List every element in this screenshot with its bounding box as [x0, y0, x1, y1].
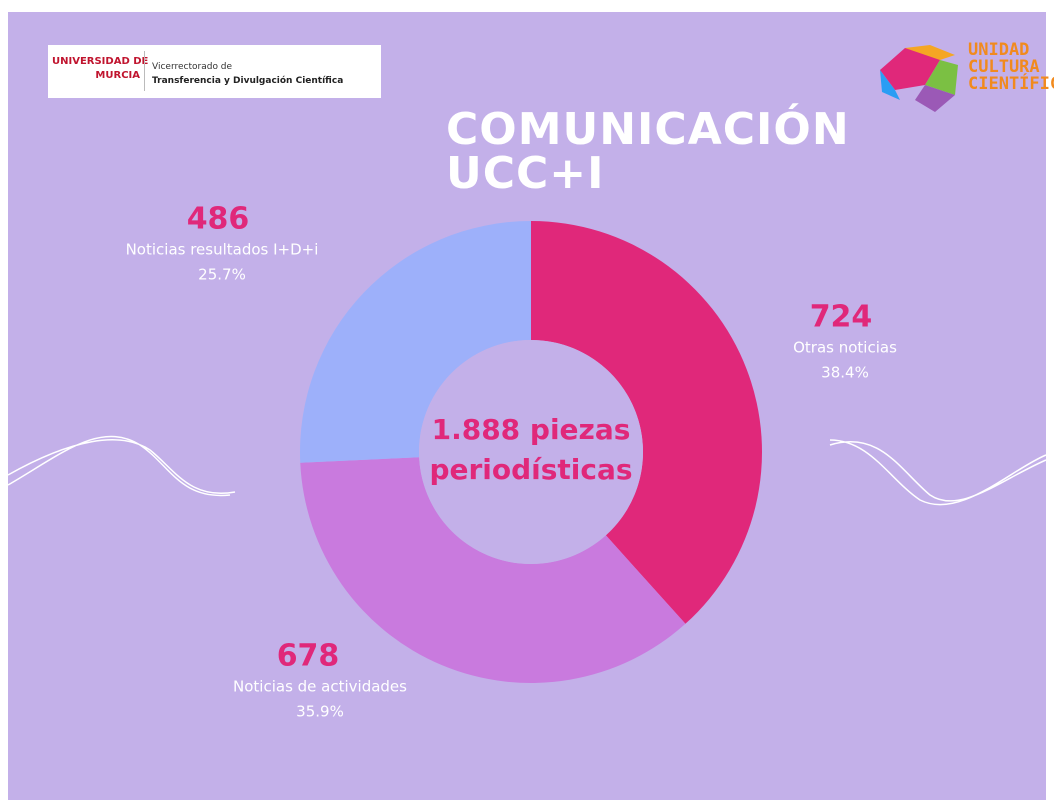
slice [300, 221, 531, 463]
title: COMUNICACIÓN UCC+I [446, 104, 850, 199]
value-label: 678 [277, 639, 340, 674]
brain-logo [880, 45, 958, 112]
university-logo: UNIVERSIDAD DE MURCIA Vicerrectorado de … [48, 45, 381, 98]
value-label: 486 [187, 202, 250, 237]
category-label: Noticias de actividades [233, 678, 407, 696]
slice [300, 457, 686, 684]
value-label: 724 [810, 300, 873, 335]
share-label: 35.9% [296, 703, 344, 721]
decoration [7, 435, 236, 497]
logo-text: MURCIA [95, 70, 140, 81]
category-label: Otras noticias [793, 339, 897, 357]
category-label: Noticias resultados I+D+i [126, 241, 319, 259]
share-label: 38.4% [821, 364, 869, 382]
slice [531, 221, 763, 624]
center-label: 1.888 piezas periodísticas [429, 413, 633, 486]
unit-logo-text: UNIDAD CULTURA CIENTÍFICA [968, 40, 1054, 94]
donut-hole [419, 340, 643, 564]
logo-text: Transferencia y Divulgación Científica [152, 76, 344, 86]
logo-text: Vicerrectorado de [152, 62, 233, 72]
logo-text: UNIVERSIDAD DE [52, 56, 149, 67]
separator [144, 51, 145, 91]
decoration [829, 439, 1047, 506]
share-label: 25.7% [198, 266, 246, 284]
